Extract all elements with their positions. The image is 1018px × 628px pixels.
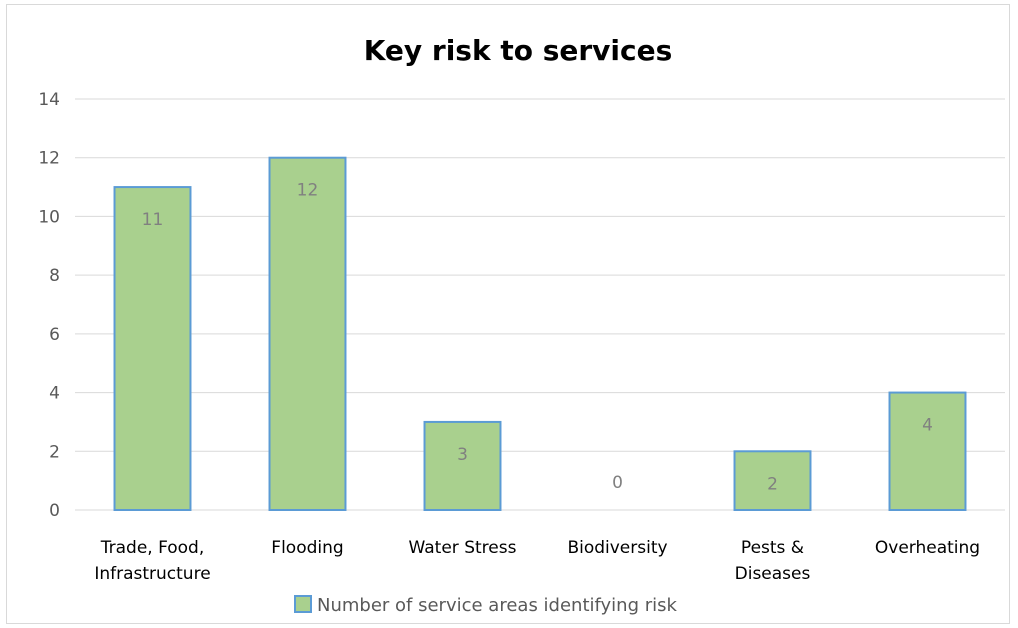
category-label: Trade, Food, <box>100 538 205 558</box>
category-label: Diseases <box>735 564 811 584</box>
data-label: 4 <box>922 416 933 436</box>
bar <box>890 393 966 510</box>
data-label: 0 <box>612 473 623 493</box>
y-axis-ticks: 0 2 4 6 8 10 12 14 <box>38 90 60 521</box>
gridlines <box>75 99 1005 510</box>
data-label: 3 <box>457 445 468 465</box>
data-labels: 11 12 3 0 2 4 <box>142 181 933 495</box>
category-label: Biodiversity <box>567 538 667 558</box>
data-label: 12 <box>297 181 319 201</box>
category-label: Flooding <box>271 538 343 558</box>
category-label: Infrastructure <box>94 564 210 584</box>
bar <box>115 187 191 510</box>
legend-swatch <box>295 596 311 612</box>
y-tick-label: 0 <box>49 501 60 521</box>
bar <box>270 158 346 510</box>
y-tick-label: 2 <box>49 442 60 462</box>
chart-title: Key risk to services <box>364 34 673 67</box>
x-axis-categories: Trade, Food, Infrastructure Flooding Water … <box>94 538 980 584</box>
y-tick-label: 8 <box>49 266 60 286</box>
legend: Number of service areas identifying risk <box>295 595 678 616</box>
data-label: 2 <box>767 474 778 494</box>
y-tick-label: 6 <box>49 325 60 345</box>
y-tick-label: 12 <box>38 149 60 169</box>
y-tick-label: 10 <box>38 207 60 227</box>
data-label: 11 <box>142 210 164 230</box>
y-tick-label: 4 <box>49 384 60 404</box>
category-label: Pests & <box>741 538 804 558</box>
category-label: Overheating <box>875 538 980 558</box>
legend-label: Number of service areas identifying risk <box>317 595 678 616</box>
y-tick-label: 14 <box>38 90 60 110</box>
bar <box>425 422 501 510</box>
category-label: Water Stress <box>409 538 517 558</box>
